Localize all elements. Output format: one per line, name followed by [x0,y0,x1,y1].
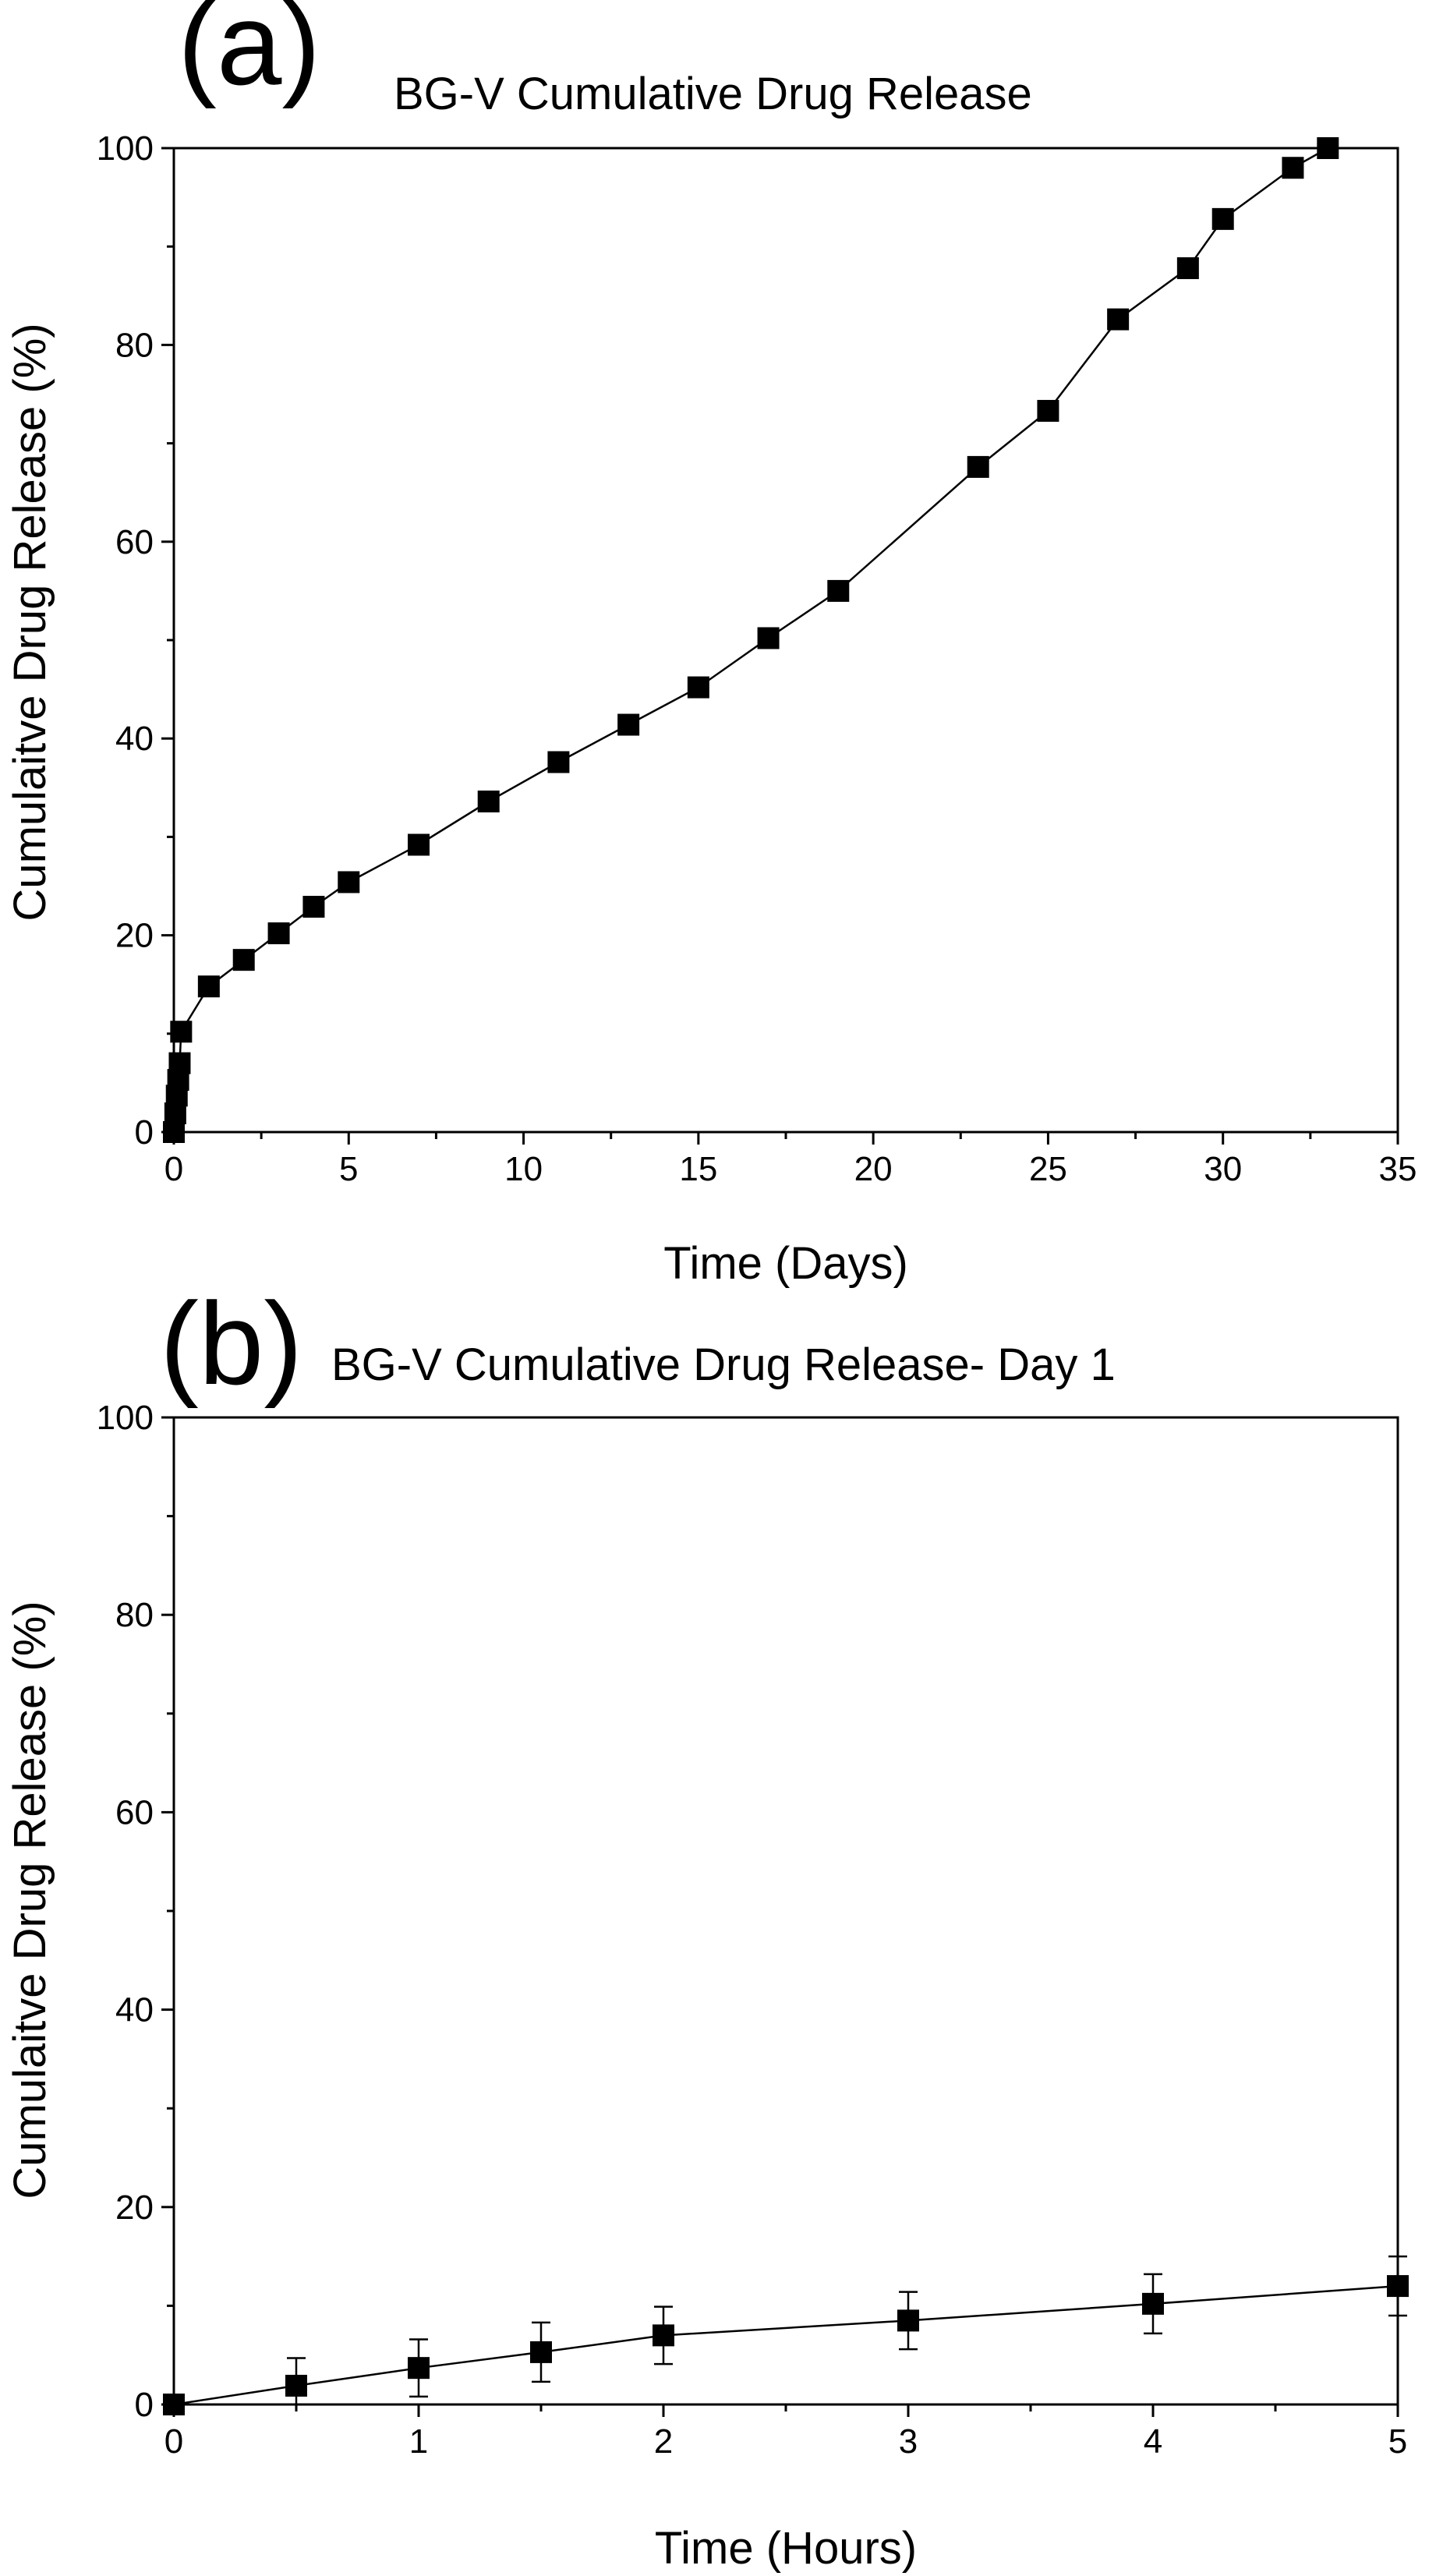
panel-a-x-tick-label: 35 [1379,1150,1417,1188]
panel-a-y-tick-label: 80 [115,326,154,364]
panel-b-data-point [653,2324,674,2347]
panel-a-data-point [1211,207,1234,230]
panel-b-y-tick-label: 100 [97,1399,154,1437]
panel-a-x-tick-label: 10 [504,1150,543,1188]
panel-b-letter: (b) [160,1278,302,1409]
panel-a-x-tick-label: 0 [164,1150,183,1188]
panel-a-data-point [757,627,780,649]
panel-b-y-tick-label: 20 [115,2189,154,2227]
panel-a-x-tick-label: 30 [1204,1150,1242,1188]
panel-b-plot-frame [172,1416,1399,2406]
panel-a-data-point [408,833,430,856]
panel-a-x-tick-label: 20 [854,1150,893,1188]
panel-a-x-tick-label: 15 [679,1150,717,1188]
panel-a-data-point [477,790,500,812]
panel-b-data-point [897,2309,919,2332]
panel-b-x-axis-label: Time (Hours) [655,2523,917,2574]
panel-a-data-point [827,579,850,602]
panel-a-y-tick-label: 100 [97,129,154,168]
panel-a-data-point [163,1121,185,1143]
panel-b-series-line [173,2284,1399,2406]
panel-b-data-point [530,2341,552,2363]
panel-a-y-axis-label: Cumulaitve Drug Release (%) [5,323,55,921]
panel-b-y-axis-label: Cumulaitve Drug Release (%) [5,1601,55,2199]
panel-a-y-tick-label: 20 [115,917,154,955]
panel-a-y-tick-label: 40 [115,720,154,758]
panel-b-data-point [1387,2275,1409,2298]
panel-a-data-point [267,922,290,945]
panel-a-plot-area: 0 5 10 15 20 25 30 35 0 20 40 60 80 100 [97,129,1417,1188]
panel-a-data-point [1037,399,1059,422]
panel-a-data-point [617,713,640,736]
panel-b-data-point [1142,2292,1164,2315]
panel-a-data-point [1107,308,1130,331]
panel-b: (b) BG-V Cumulative Drug Release- Day 1 … [5,1278,1409,2574]
panel-a-data-point [338,871,360,893]
panel-a-data-point [1176,257,1199,279]
panel-b-x-tick-label: 2 [654,2422,673,2461]
panel-a-data-point [302,896,325,918]
panel-b-y-tick-label: 40 [115,1991,154,2029]
panel-b-y-tick-label: 80 [115,1596,154,1634]
panel-a-data-point [687,676,709,699]
panel-b-plot-area: 0 1 2 3 4 5 0 20 40 60 80 100 [97,1399,1409,2461]
panel-b-x-tick-label: 1 [409,2422,428,2461]
panel-a-letter: (a) [178,0,320,109]
panel-b-y-tick-label: 0 [135,2386,154,2424]
panel-a-data-point [1282,157,1304,179]
panel-a-plot-frame [172,147,1399,1134]
panel-a-x-tick-label: 25 [1029,1150,1067,1188]
panel-b-x-tick-label: 4 [1144,2422,1162,2461]
panel-b-x-tick-label: 5 [1388,2422,1407,2461]
panel-b-data-point [408,2357,430,2380]
panel-b-y-tick-label: 60 [115,1793,154,1831]
panel-a-data-point [967,455,989,478]
panel-a-data-point [168,1052,191,1074]
panel-b-title: BG-V Cumulative Drug Release- Day 1 [331,1339,1116,1390]
panel-a-data-point [232,949,255,971]
panel-a-y-tick-label: 60 [115,523,154,561]
panel-a-x-tick-label: 5 [339,1150,358,1188]
panel-a-data-point [547,751,570,773]
panel-b-data-point [163,2394,185,2415]
panel-a-data-point [1317,137,1339,159]
panel-a-data-point [197,975,220,998]
panel-a-title: BG-V Cumulative Drug Release [394,69,1032,119]
panel-a-data-point [170,1021,193,1043]
panel-a-series-line [172,147,1328,1133]
panel-a-y-tick-label: 0 [135,1113,154,1152]
panel-b-x-tick-label: 3 [899,2422,918,2461]
panel-a-x-axis-label: Time (Days) [663,1238,908,1289]
panel-b-x-tick-label: 0 [164,2422,183,2461]
panel-a: (a) BG-V Cumulative Drug Release 0 5 10 15 2… [5,0,1417,1289]
panel-b-data-point [285,2374,307,2397]
